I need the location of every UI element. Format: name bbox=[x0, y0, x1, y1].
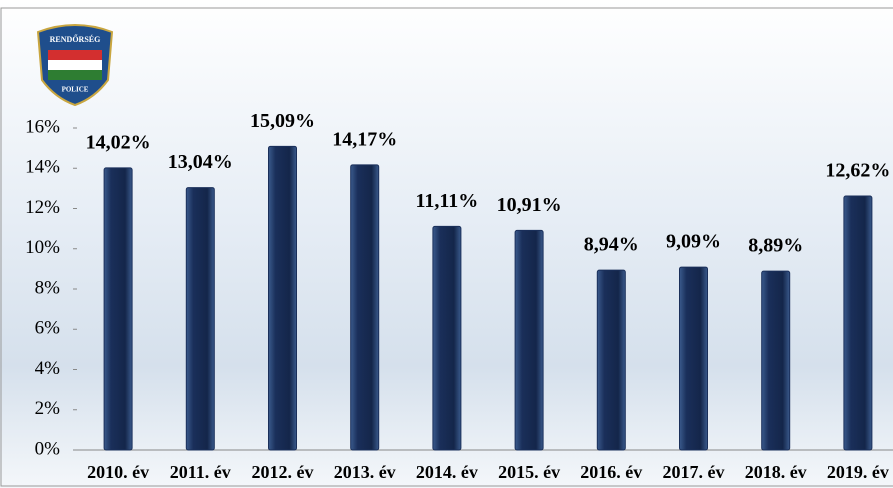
y-tick-label: 6% bbox=[35, 318, 61, 339]
y-tick-label: 12% bbox=[25, 197, 60, 218]
logo: RENDŐRSÉG POLICE bbox=[36, 24, 114, 107]
x-tick-label: 2016. év bbox=[580, 462, 642, 482]
x-tick-label: 2013. év bbox=[334, 462, 396, 482]
bar bbox=[350, 164, 380, 451]
y-tick-label: 16% bbox=[25, 116, 60, 137]
y-tick-label: 2% bbox=[35, 398, 61, 419]
bar bbox=[514, 229, 544, 451]
x-tick-label: 2017. év bbox=[663, 462, 725, 482]
y-tick-label: 14% bbox=[25, 157, 60, 178]
x-tick-label: 2014. év bbox=[416, 462, 478, 482]
value-label: 13,04% bbox=[168, 151, 233, 173]
x-tick-label: 2018. év bbox=[745, 462, 807, 482]
logo-bottom: POLICE bbox=[62, 86, 89, 94]
x-tick-label: 2015. év bbox=[498, 462, 560, 482]
y-tick-label: 8% bbox=[35, 277, 61, 298]
bar bbox=[843, 195, 873, 451]
value-label: 12,62% bbox=[825, 160, 890, 182]
x-tick-label: 2019. év bbox=[827, 462, 889, 482]
value-label: 8,94% bbox=[584, 234, 639, 256]
bar bbox=[432, 225, 462, 451]
bar bbox=[268, 145, 297, 451]
value-label: 14,17% bbox=[332, 128, 397, 150]
bar bbox=[596, 269, 626, 451]
bar bbox=[679, 266, 708, 451]
x-tick-label: 2010. év bbox=[87, 462, 149, 482]
x-tick-label: 2012. év bbox=[252, 462, 314, 482]
value-label: 14,02% bbox=[86, 131, 151, 153]
logo-top: RENDŐRSÉG bbox=[50, 34, 101, 44]
bar bbox=[103, 167, 133, 451]
value-label: 10,91% bbox=[497, 194, 562, 216]
value-label: 8,89% bbox=[748, 235, 803, 257]
x-tick-label: 2011. év bbox=[170, 462, 231, 482]
y-tick-label: 4% bbox=[35, 358, 61, 379]
value-label: 9,09% bbox=[666, 231, 721, 253]
value-label: 15,09% bbox=[250, 110, 315, 132]
value-label: 11,11% bbox=[416, 190, 479, 212]
bar bbox=[761, 270, 791, 451]
y-tick-label: 0% bbox=[35, 438, 61, 459]
bar bbox=[185, 187, 215, 451]
y-tick-label: 10% bbox=[25, 237, 60, 258]
frame bbox=[0, 7, 893, 487]
